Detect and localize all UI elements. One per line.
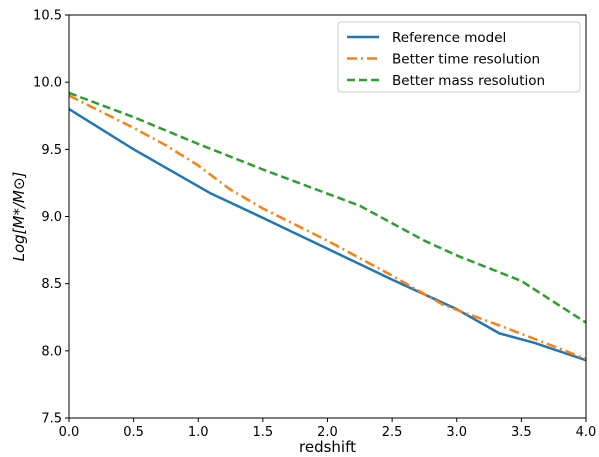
y-tick-label: 7.5 <box>41 412 62 427</box>
x-tick-label: 1.5 <box>253 425 274 440</box>
series-line-1 <box>68 107 587 362</box>
x-tick-label: 0.5 <box>123 425 144 440</box>
legend-label-1: Reference model <box>392 30 506 46</box>
legend-box <box>337 21 581 93</box>
y-tick-label: 8.0 <box>41 344 62 359</box>
x-tick-label: 0.0 <box>59 425 80 440</box>
y-tick-label: 9.5 <box>41 143 62 158</box>
y-tick-label: 10.0 <box>33 76 62 91</box>
series-line-2 <box>68 94 587 361</box>
series-layer <box>68 91 587 362</box>
x-tick-label: 3.5 <box>511 425 532 440</box>
y-axis: 7.5 8.0 8.5 9.0 9.5 10.0 10.5 <box>33 9 69 427</box>
x-tick-label: 2.5 <box>382 425 403 440</box>
y-tick-label: 8.5 <box>41 277 62 292</box>
legend-label-2: Better time resolution <box>392 52 540 68</box>
legend-label-3: Better mass resolution <box>392 73 545 89</box>
y-tick-label: 10.5 <box>33 9 62 24</box>
x-tick-label: 2.0 <box>317 425 338 440</box>
x-axis: 0.0 0.5 1.0 1.5 2.0 2.5 3.0 3.5 4.0 <box>59 418 597 440</box>
x-tick-label: 3.0 <box>446 425 467 440</box>
legend: Reference model Better time resolution Bet… <box>337 21 581 93</box>
series-line-3 <box>68 91 587 324</box>
y-tick-label: 9.0 <box>41 210 62 225</box>
y-axis-label: Log[M*/M⊙] <box>10 171 28 261</box>
x-tick-label: 4.0 <box>576 425 597 440</box>
x-tick-label: 1.0 <box>188 425 209 440</box>
x-axis-label: redshift <box>299 438 356 456</box>
